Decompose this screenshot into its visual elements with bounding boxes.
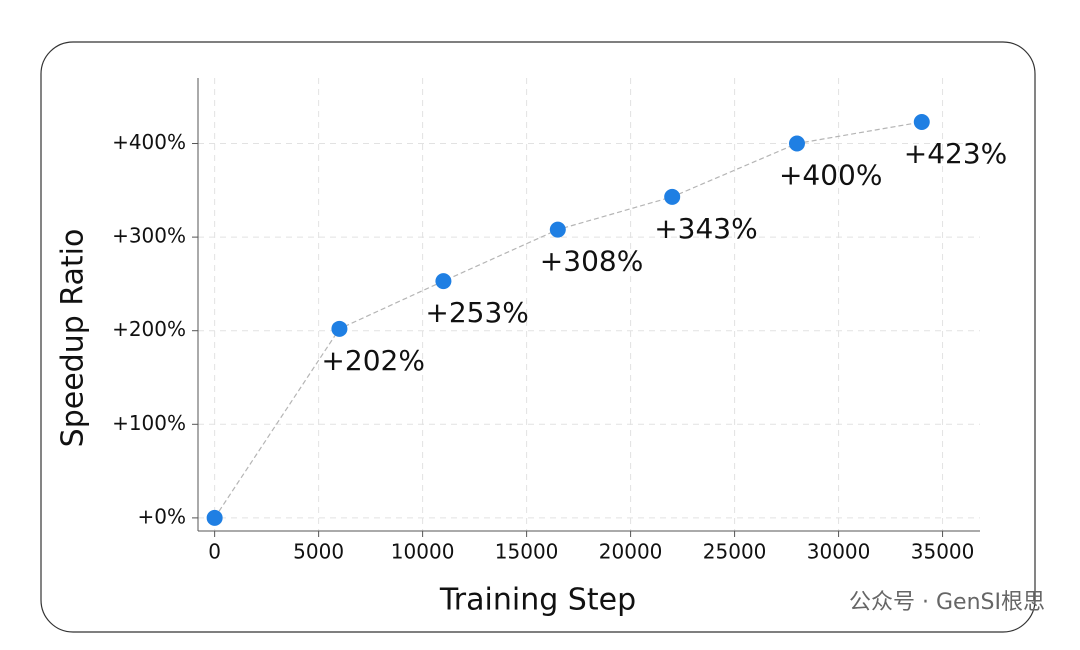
y-tick-label: +300% xyxy=(112,224,186,248)
value-label: +308% xyxy=(540,245,644,278)
value-label: +343% xyxy=(654,212,758,245)
point xyxy=(549,221,566,238)
watermark: 公众号 · GenSI根思 xyxy=(849,590,1045,615)
y-tick-label: +100% xyxy=(112,411,186,435)
y-tick-label: +200% xyxy=(112,317,186,341)
point xyxy=(664,188,681,205)
y-tick-label: +400% xyxy=(112,130,186,154)
point xyxy=(331,320,348,337)
point xyxy=(913,113,930,130)
x-tick-label: 15000 xyxy=(495,540,559,564)
card xyxy=(40,41,1036,633)
y-axis-title: Speedup Ratio xyxy=(56,229,91,448)
x-axis-title: Training Step xyxy=(439,583,636,618)
value-label: +423% xyxy=(904,137,1008,170)
x-tick-label: 20000 xyxy=(599,540,663,564)
point xyxy=(206,509,223,526)
y-tick-label: +0% xyxy=(138,504,187,528)
point xyxy=(788,135,805,152)
x-tick-label: 25000 xyxy=(703,540,767,564)
x-tick-label: 10000 xyxy=(391,540,455,564)
x-tick-label: 30000 xyxy=(807,540,871,564)
value-label: +253% xyxy=(425,296,529,329)
point xyxy=(435,273,452,290)
x-tick-label: 0 xyxy=(208,540,221,564)
value-label: +202% xyxy=(321,344,425,377)
value-label: +400% xyxy=(779,159,883,192)
x-tick-label: 35000 xyxy=(911,540,975,564)
x-tick-label: 5000 xyxy=(293,540,344,564)
